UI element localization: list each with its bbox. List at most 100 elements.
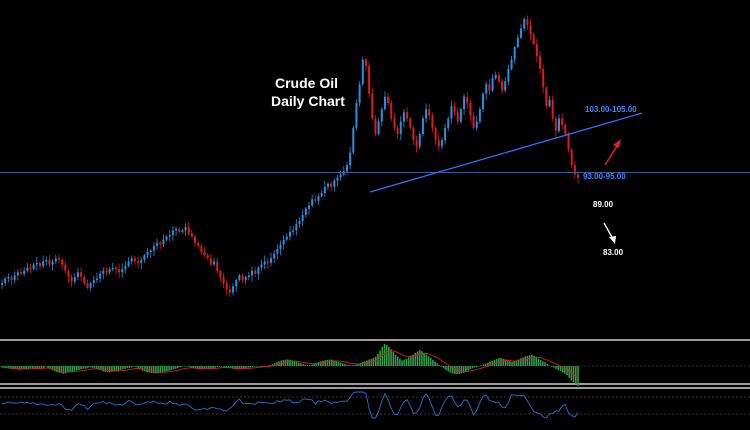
candle-body	[32, 264, 35, 270]
candle-body	[203, 252, 206, 256]
candle-body	[567, 134, 570, 150]
macd-bar	[396, 356, 399, 366]
candle-body	[374, 118, 377, 135]
macd-bar	[56, 366, 58, 373]
macd-bar	[577, 366, 579, 386]
macd-bar	[557, 366, 560, 371]
candle-body	[184, 227, 187, 231]
candle-body	[57, 258, 60, 260]
macd-bar	[91, 366, 93, 368]
macd-bar	[269, 365, 272, 366]
candle-body	[494, 75, 497, 79]
macd-bar	[388, 346, 390, 366]
oscillator-panel	[0, 387, 750, 419]
macd-bar	[553, 366, 555, 368]
candle-body	[295, 224, 298, 231]
macd-bar	[137, 366, 140, 368]
candle-body	[197, 242, 200, 246]
macd-bar	[434, 361, 436, 366]
candle-body	[532, 34, 535, 44]
candle-body	[219, 270, 222, 277]
macd-bar	[372, 357, 375, 366]
candle-body	[13, 275, 16, 281]
candle-body	[273, 253, 276, 259]
macd-bar	[232, 366, 234, 369]
candle-body	[516, 37, 519, 48]
macd-bar	[568, 366, 571, 378]
candle-body	[209, 258, 212, 265]
macd-bar	[16, 366, 19, 370]
macd-bar	[238, 366, 241, 370]
macd-bar	[223, 366, 225, 367]
macd-bar	[25, 366, 27, 369]
macd-bar	[531, 354, 533, 366]
candle-body	[542, 68, 545, 88]
macd-bar	[58, 366, 60, 373]
macd-bar	[394, 354, 397, 366]
macd-bar	[42, 366, 45, 369]
macd-bar	[254, 366, 256, 367]
macd-bar	[1, 366, 3, 368]
candle-body	[444, 127, 447, 141]
candle-body	[149, 250, 152, 253]
macd-bar	[504, 359, 507, 366]
macd-bar	[113, 366, 115, 372]
candle-body	[523, 19, 526, 29]
candle-body	[89, 283, 92, 288]
candle-body	[545, 87, 548, 107]
macd-bar	[559, 366, 562, 372]
macd-bar	[174, 366, 177, 369]
macd-bar	[306, 365, 309, 366]
target-1-label: 89.00	[593, 200, 614, 209]
macd-bar	[526, 355, 529, 366]
macd-bar	[473, 366, 476, 368]
macd-bar	[104, 366, 107, 372]
macd-bar	[67, 366, 69, 373]
macd-bar	[350, 365, 353, 366]
macd-bar	[381, 346, 384, 366]
macd-bar	[313, 363, 315, 366]
candle-body	[114, 267, 117, 270]
candle-body	[368, 65, 371, 94]
candle-body	[67, 270, 70, 277]
macd-bar	[161, 366, 164, 373]
candle-body	[317, 196, 320, 201]
candle-body	[260, 264, 263, 268]
macd-bar	[181, 366, 184, 367]
macd-bar	[172, 366, 175, 370]
macd-bar	[385, 345, 388, 366]
candle-body	[168, 235, 171, 237]
macd-bar	[166, 366, 168, 372]
macd-bar	[304, 364, 307, 366]
candle-body	[447, 118, 450, 128]
macd-bar	[47, 366, 49, 369]
candle-body	[434, 127, 437, 141]
candle-body	[475, 121, 478, 128]
candle-body	[282, 239, 285, 245]
macd-signal-line	[1, 350, 579, 379]
candle-body	[171, 230, 174, 235]
macd-bar	[141, 366, 144, 371]
macd-bar	[183, 366, 186, 367]
macd-bar	[469, 366, 472, 370]
candle-body	[425, 109, 428, 119]
macd-bar	[542, 361, 544, 366]
candle-body	[336, 177, 339, 181]
macd-bar	[214, 366, 217, 368]
macd-bar	[425, 354, 428, 366]
macd-bar	[462, 366, 465, 373]
candle-body	[520, 28, 523, 38]
candle-body	[406, 112, 409, 119]
macd-bar	[34, 366, 36, 369]
macd-bar	[366, 360, 368, 366]
candle-body	[440, 140, 443, 147]
candle-body	[51, 261, 54, 265]
candle-body	[323, 186, 326, 194]
macd-bar	[100, 366, 102, 371]
macd-bar	[128, 366, 131, 369]
macd-bar	[438, 365, 441, 366]
candle-body	[1, 283, 3, 285]
macd-bar	[201, 366, 203, 370]
candle-body	[304, 208, 307, 215]
